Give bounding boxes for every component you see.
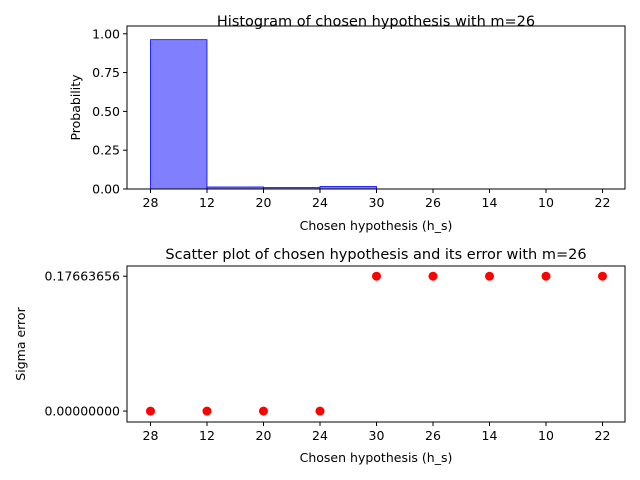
scatter-axes-frame — [126, 265, 626, 423]
scatter-x-tick-label: 10 — [538, 428, 554, 443]
histogram-x-tick-label: 12 — [199, 195, 215, 210]
histogram-bar-28 — [150, 39, 208, 190]
scatter-point-10 — [541, 271, 551, 281]
histogram-y-tick-label: 0.75 — [92, 65, 120, 80]
scatter-x-tick-label: 26 — [425, 428, 441, 443]
scatter-point-14 — [485, 271, 494, 281]
histogram-chart: Histogram of chosen hypothesis with m=26… — [68, 14, 626, 233]
scatter-point-28 — [146, 406, 155, 416]
scatter-x-tick-label: 30 — [369, 428, 385, 443]
scatter-x-ticks: 28 12 20 24 30 26 14 10 22 — [143, 422, 611, 443]
scatter-point-24 — [315, 406, 325, 416]
scatter-y-ticks: 0.00000000 0.17663656 — [44, 269, 127, 419]
histogram-y-ticks: 0.00 0.25 0.50 0.75 1.00 — [92, 26, 127, 197]
scatter-point-22 — [598, 271, 607, 281]
histogram-y-tick-label: 0.50 — [92, 104, 120, 119]
histogram-y-tick-label: 0.25 — [92, 143, 120, 158]
scatter-points — [146, 271, 607, 416]
histogram-x-tick-label: 24 — [312, 195, 328, 210]
histogram-x-tick-label: 14 — [482, 195, 498, 210]
histogram-x-tick-label: 10 — [538, 195, 554, 210]
scatter-point-20 — [259, 406, 268, 416]
histogram-title: Histogram of chosen hypothesis with m=26 — [217, 14, 535, 30]
histogram-y-tick-label: 1.00 — [92, 26, 120, 41]
scatter-point-12 — [202, 406, 212, 416]
histogram-x-ticks: 28 12 20 24 30 26 14 10 22 — [143, 189, 611, 210]
scatter-y-tick-label: 0.17663656 — [44, 269, 120, 284]
scatter-x-tick-label: 20 — [256, 428, 272, 443]
histogram-x-tick-label: 26 — [425, 195, 441, 210]
histogram-x-axis-label: Chosen hypothesis (h_s) — [300, 218, 453, 233]
histogram-x-tick-label: 20 — [256, 195, 272, 210]
scatter-y-axis-label: Sigma error — [13, 306, 28, 380]
scatter-x-tick-label: 14 — [482, 428, 498, 443]
histogram-x-tick-label: 28 — [143, 195, 159, 210]
scatter-y-tick-label: 0.00000000 — [44, 404, 120, 419]
histogram-y-axis-label: Probability — [68, 74, 83, 141]
scatter-point-26 — [428, 271, 438, 281]
scatter-title: Scatter plot of chosen hypothesis and it… — [165, 247, 586, 263]
histogram-y-tick-label: 0.00 — [92, 182, 120, 197]
scatter-x-tick-label: 24 — [312, 428, 328, 443]
histogram-x-tick-label: 22 — [595, 195, 611, 210]
scatter-x-tick-label: 22 — [595, 428, 611, 443]
histogram-axes-frame — [126, 25, 626, 190]
scatter-x-tick-label: 12 — [199, 428, 215, 443]
histogram-x-tick-label: 30 — [369, 195, 385, 210]
scatter-point-30 — [372, 271, 381, 281]
histogram-bars — [150, 39, 377, 190]
scatter-chart: Scatter plot of chosen hypothesis and it… — [13, 247, 626, 465]
scatter-x-tick-label: 28 — [143, 428, 159, 443]
scatter-x-axis-label: Chosen hypothesis (h_s) — [300, 450, 453, 465]
